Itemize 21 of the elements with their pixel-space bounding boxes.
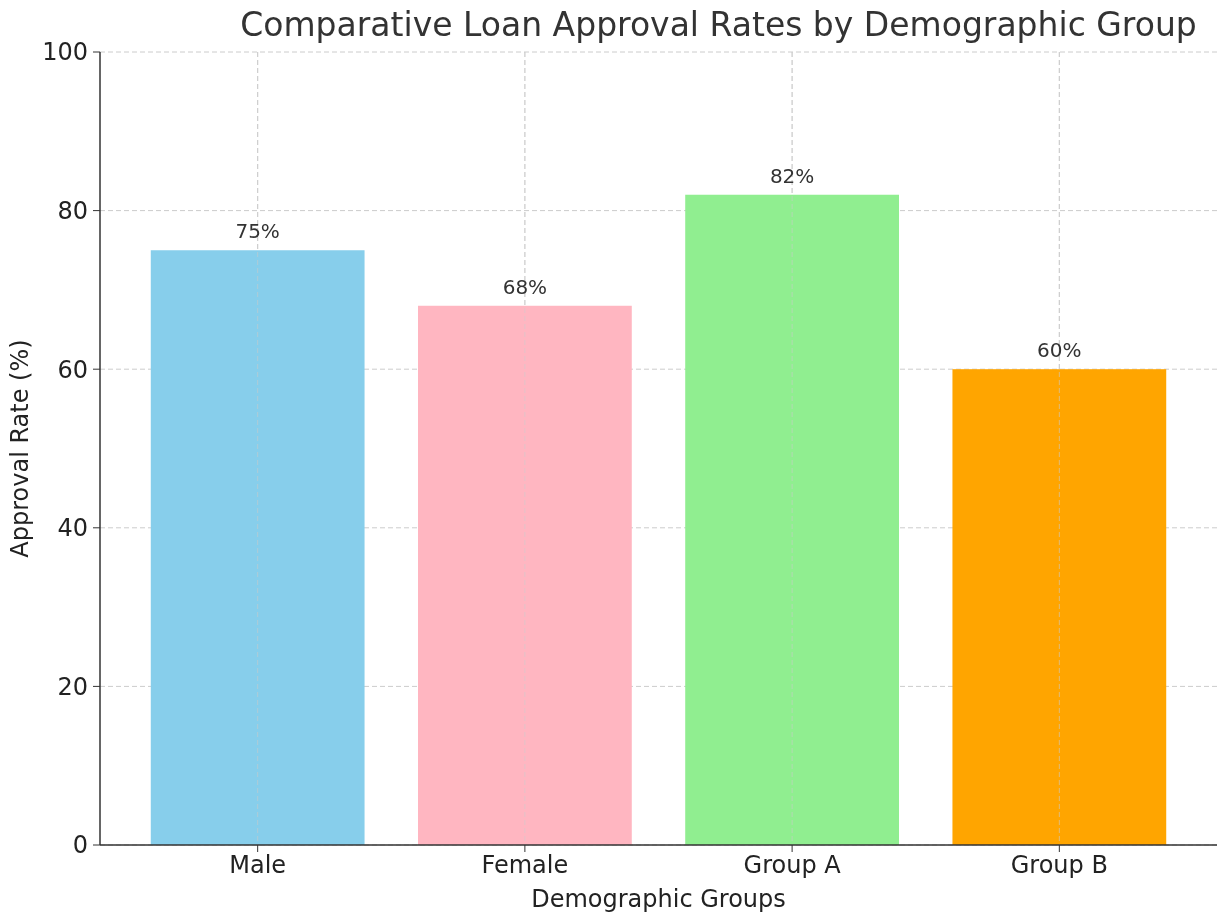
data-label: 60% xyxy=(1037,338,1082,363)
y-tick-label: 20 xyxy=(57,672,88,701)
bar xyxy=(685,194,899,845)
bar xyxy=(952,369,1167,845)
data-label: 68% xyxy=(502,274,548,299)
bar xyxy=(418,305,632,845)
y-tick-label: 0 xyxy=(72,831,88,860)
data-label: 75% xyxy=(235,219,280,244)
y-tick-label: 100 xyxy=(42,38,88,67)
y-tick-label: 40 xyxy=(57,514,88,543)
y-tick-label: 80 xyxy=(57,197,88,225)
chart-title: Comparative Loan Approval Rates by Demographic Group xyxy=(240,5,1197,44)
x-tick-label: Female xyxy=(481,851,569,879)
x-tick-label: Male xyxy=(229,851,287,879)
x-tick-label: Group B xyxy=(1010,851,1108,879)
y-tick-label: 60 xyxy=(57,355,88,384)
data-label: 82% xyxy=(769,163,815,188)
x-tick-label: Group A xyxy=(743,851,842,879)
bar xyxy=(150,250,365,845)
y-axis-title: Approval Rate (%) xyxy=(6,339,34,558)
x-axis-title: Demographic Groups xyxy=(531,885,786,913)
